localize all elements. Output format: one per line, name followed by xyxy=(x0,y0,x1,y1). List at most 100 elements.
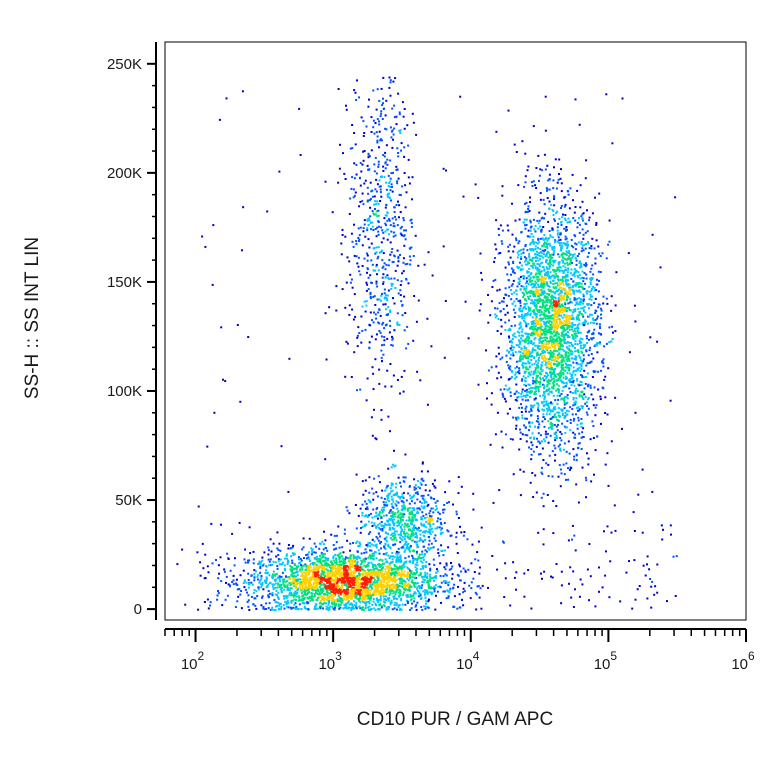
data-point xyxy=(416,507,419,510)
data-point xyxy=(521,417,524,420)
data-point xyxy=(554,219,556,222)
data-point xyxy=(293,578,296,581)
data-point xyxy=(387,554,390,557)
data-point xyxy=(291,566,293,569)
data-point xyxy=(414,573,417,576)
data-point xyxy=(305,577,308,580)
data-point xyxy=(317,581,320,584)
data-point xyxy=(582,427,585,430)
data-point xyxy=(313,587,316,590)
data-point xyxy=(548,406,550,409)
data-point xyxy=(542,290,544,293)
data-point xyxy=(404,557,407,560)
data-point xyxy=(302,590,305,593)
data-point xyxy=(371,583,374,586)
data-point xyxy=(540,401,543,404)
data-point xyxy=(401,523,404,526)
data-point xyxy=(304,578,307,581)
data-point xyxy=(359,597,361,600)
data-point xyxy=(286,599,289,602)
data-point xyxy=(424,571,427,574)
data-point xyxy=(361,526,364,528)
data-point xyxy=(428,548,431,551)
data-point xyxy=(176,563,179,566)
data-point xyxy=(529,292,532,295)
data-point xyxy=(409,550,411,553)
data-point xyxy=(380,585,383,588)
data-point xyxy=(576,423,579,426)
data-point xyxy=(565,316,568,319)
data-point xyxy=(540,471,543,474)
data-point xyxy=(545,325,548,328)
data-point xyxy=(560,314,563,317)
data-point xyxy=(382,574,385,577)
data-point xyxy=(548,173,551,176)
data-point xyxy=(395,589,398,592)
data-point xyxy=(564,269,567,271)
data-point xyxy=(285,575,287,578)
data-point xyxy=(404,582,407,585)
data-point xyxy=(515,418,518,421)
data-point xyxy=(580,242,583,245)
data-point xyxy=(349,554,352,557)
data-point xyxy=(464,569,467,572)
data-point xyxy=(290,573,293,576)
data-point xyxy=(541,408,544,411)
data-point xyxy=(342,607,345,610)
data-point xyxy=(301,548,304,551)
data-point xyxy=(338,607,341,610)
data-point xyxy=(557,391,560,394)
data-point xyxy=(425,500,428,503)
data-point xyxy=(519,438,522,440)
data-point xyxy=(364,557,367,560)
data-point xyxy=(593,287,596,289)
data-point xyxy=(320,570,323,573)
data-point xyxy=(353,577,356,580)
data-point xyxy=(559,310,562,313)
data-point xyxy=(381,489,384,492)
data-point xyxy=(563,360,566,363)
data-point xyxy=(393,449,395,452)
data-point xyxy=(515,239,518,242)
data-point xyxy=(301,572,304,575)
data-point xyxy=(561,331,564,334)
data-point xyxy=(318,596,321,599)
data-point xyxy=(573,458,576,461)
data-point xyxy=(382,553,385,556)
data-point xyxy=(429,516,432,519)
data-point xyxy=(228,585,231,588)
data-point xyxy=(406,547,409,550)
data-point xyxy=(573,275,576,278)
data-point xyxy=(549,337,552,340)
data-point xyxy=(357,589,360,592)
plot-frame xyxy=(164,41,747,621)
data-point xyxy=(560,204,563,207)
data-point xyxy=(396,521,399,524)
data-point xyxy=(390,503,393,505)
data-point xyxy=(398,608,401,611)
data-point xyxy=(346,601,349,604)
data-point xyxy=(232,579,235,582)
data-point xyxy=(425,520,428,523)
data-point xyxy=(286,584,289,587)
data-point xyxy=(362,570,365,573)
data-point xyxy=(387,576,390,578)
data-point xyxy=(327,581,330,584)
data-point xyxy=(392,579,395,581)
data-point xyxy=(303,564,306,567)
data-point xyxy=(505,304,508,307)
data-point xyxy=(413,516,416,519)
data-point xyxy=(401,512,404,515)
data-point xyxy=(537,370,540,373)
data-point xyxy=(540,230,543,233)
data-point xyxy=(254,604,257,607)
data-point xyxy=(566,221,569,224)
data-point xyxy=(309,599,312,602)
data-point xyxy=(558,242,561,244)
data-point xyxy=(348,579,351,582)
data-point xyxy=(317,574,320,577)
data-point xyxy=(583,346,586,348)
data-point xyxy=(253,572,256,575)
data-point xyxy=(387,585,390,587)
data-point xyxy=(282,604,285,607)
